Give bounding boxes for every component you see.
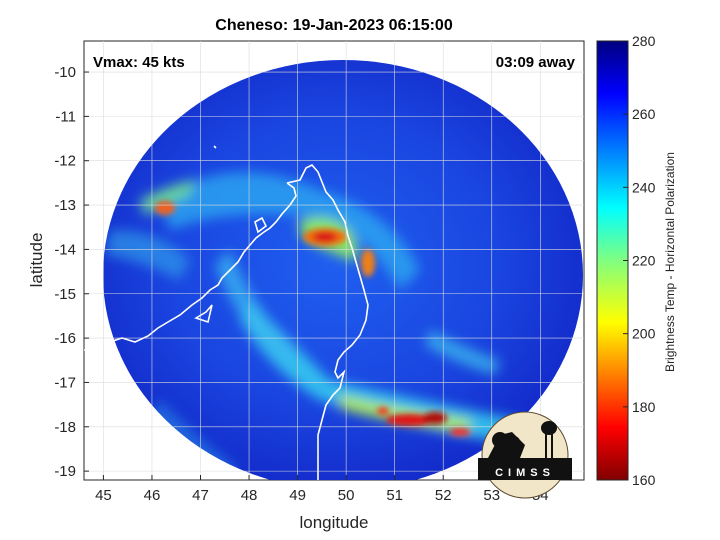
x-tick-label: 48	[241, 487, 258, 504]
cimss-logo: CIMSS	[478, 411, 572, 499]
colorbar-tick-label: 180	[632, 399, 656, 415]
logo-text: CIMSS	[495, 467, 555, 479]
x-tick-label: 45	[95, 487, 112, 504]
x-tick-label: 49	[289, 487, 306, 504]
colorbar-tick-label: 260	[632, 106, 656, 122]
grid	[84, 41, 584, 480]
microwave-image	[84, 47, 583, 480]
colorbar-tick-label: 200	[632, 326, 656, 342]
time-away-annotation: 03:09 away	[496, 54, 576, 71]
y-tick-label: -19	[54, 463, 76, 480]
y-tick-label: -16	[54, 330, 76, 347]
y-tick-label: -17	[54, 374, 76, 391]
y-tick-label: -14	[54, 241, 76, 258]
colorbar-ticks: 280 260 240 220 200 180 160	[623, 33, 656, 488]
colorbar	[596, 40, 629, 481]
y-tick-label: -18	[54, 419, 76, 436]
x-tick-label: 53	[483, 487, 500, 504]
y-tick-label: -12	[54, 153, 76, 170]
x-tick-label: 50	[338, 487, 355, 504]
colorbar-tick-label: 240	[632, 179, 656, 195]
colorbar-tick-label: 220	[632, 253, 656, 269]
x-tick-label: 51	[386, 487, 403, 504]
y-tick-label: -11	[55, 108, 76, 125]
y-tick-label: -10	[54, 64, 76, 81]
x-axis-label: longitude	[299, 513, 368, 532]
y-ticks: -10 -11 -12 -13 -14 -15 -16 -17 -18 -19	[54, 64, 89, 480]
colorbar-label: Brightness Temp - Horizontal Polarizatio…	[663, 152, 677, 372]
y-axis-label: latitude	[27, 233, 46, 288]
y-tick-label: -13	[54, 197, 76, 214]
x-tick-label: 52	[435, 487, 452, 504]
figure-title: Cheneso: 19-Jan-2023 06:15:00	[215, 17, 453, 34]
colorbar-tick-label: 160	[632, 472, 656, 488]
x-tick-label: 47	[192, 487, 209, 504]
y-tick-label: -15	[54, 286, 76, 303]
x-ticks: 45464748495051525354	[95, 475, 549, 504]
vmax-annotation: Vmax: 45 kts	[93, 54, 185, 71]
colorbar-tick-label: 280	[632, 33, 656, 49]
x-tick-label: 46	[144, 487, 161, 504]
